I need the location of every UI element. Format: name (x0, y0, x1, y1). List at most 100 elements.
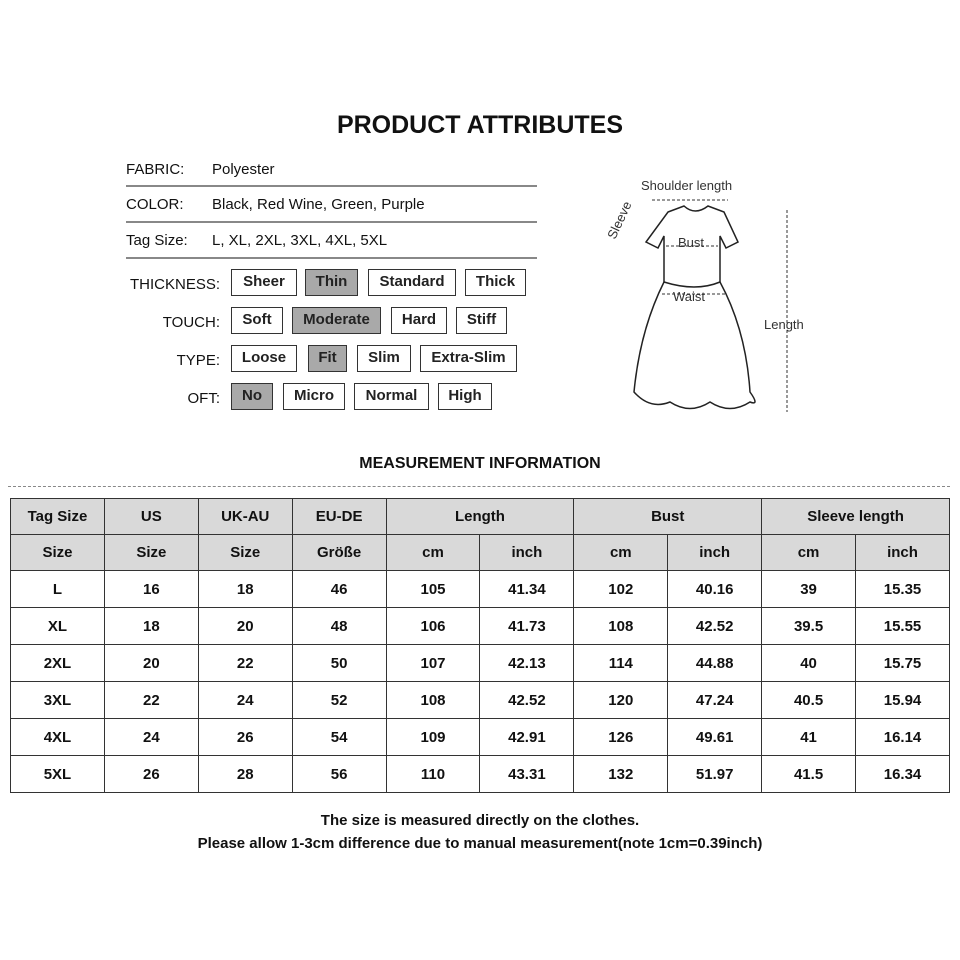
measurement-title: MEASUREMENT INFORMATION (359, 455, 601, 472)
table-cell: 2XL (10, 644, 105, 682)
option-standard: Standard (368, 269, 456, 296)
table-cell: 54 (291, 718, 387, 756)
option-fit: Fit (308, 345, 347, 372)
table-cell: 105 (385, 570, 481, 608)
table-cell: 42.52 (667, 607, 763, 645)
option-sheer: Sheer (231, 269, 297, 296)
dress-skirt (633, 281, 756, 410)
option-loose: Loose (231, 345, 297, 372)
table-cell: 3XL (10, 681, 105, 719)
size-table: Tag Size US UK-AU EU-DE Length Bust Sleeve len… (10, 498, 950, 793)
option-soft: Soft (231, 307, 283, 334)
table-cell: 42.52 (479, 681, 575, 719)
option-high: High (438, 383, 492, 410)
table-cell: cm (385, 534, 481, 571)
table-cell: 15.55 (855, 607, 950, 645)
table-cell: cm (761, 534, 857, 571)
header-row: Tag Size US UK-AU EU-DE Length Bust Sleeve len… (10, 498, 950, 535)
table-cell: EU-DE (291, 498, 387, 535)
table-cell: 16.14 (855, 718, 950, 756)
table-cell: 56 (291, 755, 387, 793)
option-normal: Normal (354, 383, 429, 410)
option-stiff: Stiff (456, 307, 507, 334)
table-cell: 41.73 (479, 607, 575, 645)
table-cell: 47.24 (667, 681, 763, 719)
table-cell: 28 (197, 755, 293, 793)
table-cell: 5XL (10, 755, 105, 793)
table-cell: 51.97 (667, 755, 763, 793)
dress-diagram: Shoulder length Sleeve Bust Waist Length (604, 178, 804, 412)
divider (126, 257, 537, 259)
subheader-row: Size Size Size Größe cm inch cm inch cm inch (10, 534, 950, 571)
color-value: Black, Red Wine, Green, Purple (212, 196, 425, 213)
table-cell: Size (197, 534, 293, 571)
table-cell: 16.34 (855, 755, 950, 793)
table-cell: cm (573, 534, 669, 571)
table-cell: 15.35 (855, 570, 950, 608)
table-cell: Größe (291, 534, 387, 571)
shoulder-length-label: Shoulder length (641, 178, 732, 193)
table-cell: 44.88 (667, 644, 763, 682)
table-cell: 26 (197, 718, 293, 756)
table-row: 4XL 24 26 54 109 42.91 126 49.61 41 16.14 (10, 718, 950, 756)
table-cell: 16 (103, 570, 199, 608)
sleeve-label: Sleeve (604, 199, 634, 241)
table-cell: 15.75 (855, 644, 950, 682)
option-moderate: Moderate (292, 307, 381, 334)
table-cell: 41.5 (761, 755, 857, 793)
table-cell: 43.31 (479, 755, 575, 793)
dashed-divider (8, 486, 950, 487)
waist-label: Waist (673, 289, 705, 304)
option-hard: Hard (391, 307, 447, 334)
table-cell: 102 (573, 570, 669, 608)
table-cell: Size (103, 534, 199, 571)
table-cell: 110 (385, 755, 481, 793)
table-cell: 20 (103, 644, 199, 682)
option-thin: Thin (305, 269, 358, 296)
table-cell: 48 (291, 607, 387, 645)
table-cell: 107 (385, 644, 481, 682)
table-row: 2XL 20 22 50 107 42.13 114 44.88 40 15.75 (10, 644, 950, 682)
table-row: L 16 18 46 105 41.34 102 40.16 39 15.35 (10, 570, 950, 608)
table-row: XL 18 20 48 106 41.73 108 42.52 39.5 15.55 (10, 607, 950, 645)
table-cell: 40.5 (761, 681, 857, 719)
table-cell: 20 (197, 607, 293, 645)
table-cell: 4XL (10, 718, 105, 756)
table-row: 3XL 22 24 52 108 42.52 120 47.24 40.5 15.94 (10, 681, 950, 719)
table-cell: 42.13 (479, 644, 575, 682)
option-micro: Micro (283, 383, 345, 410)
option-no: No (231, 383, 273, 410)
page-title: PRODUCT ATTRIBUTES (336, 111, 624, 139)
option-thick: Thick (465, 269, 526, 296)
table-cell: 126 (573, 718, 669, 756)
table-cell: 15.94 (855, 681, 950, 719)
table-cell: 49.61 (667, 718, 763, 756)
table-cell: US (103, 498, 199, 535)
table-cell: 40.16 (667, 570, 763, 608)
option-extra-slim: Extra-Slim (420, 345, 517, 372)
table-cell: 106 (385, 607, 481, 645)
table-cell: 52 (291, 681, 387, 719)
table-cell: 18 (103, 607, 199, 645)
table-cell: 41 (761, 718, 857, 756)
table-cell: Length (385, 498, 575, 535)
option-slim: Slim (357, 345, 411, 372)
table-cell: UK-AU (197, 498, 293, 535)
table-cell: 22 (197, 644, 293, 682)
fabric-value: Polyester (212, 161, 275, 178)
length-label: Length (764, 317, 804, 332)
option-label: OFT: (187, 390, 221, 407)
fabric-label: FABRIC: (126, 161, 185, 178)
table-cell: 109 (385, 718, 481, 756)
table-cell: 18 (197, 570, 293, 608)
table-cell: 39.5 (761, 607, 857, 645)
table-cell: L (10, 570, 105, 608)
tag-size-value: L, XL, 2XL, 3XL, 4XL, 5XL (212, 232, 388, 249)
option-label: TYPE: (176, 352, 220, 369)
table-cell: 26 (103, 755, 199, 793)
table-cell: Size (10, 534, 105, 571)
table-cell: 120 (573, 681, 669, 719)
color-label: COLOR: (126, 196, 184, 213)
bust-label: Bust (678, 235, 704, 250)
table-cell: 42.91 (479, 718, 575, 756)
